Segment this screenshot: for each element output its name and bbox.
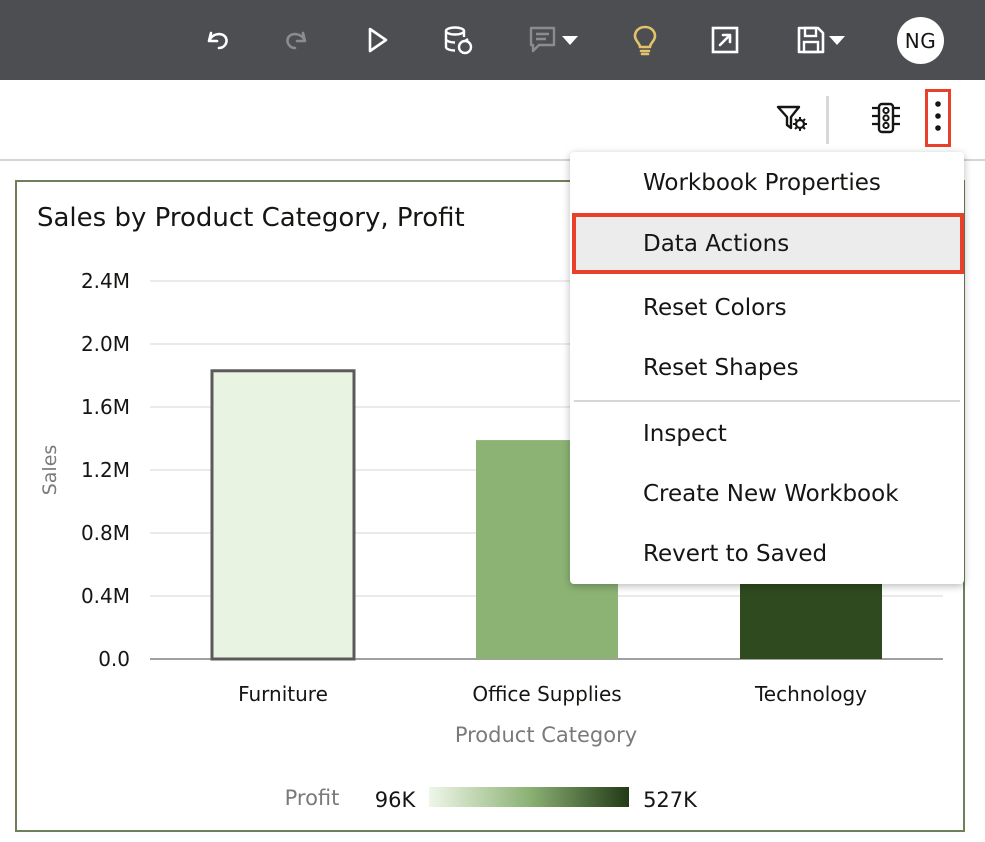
undo-icon bbox=[201, 24, 233, 56]
toolbar-divider bbox=[826, 96, 829, 144]
y-tick-label: 0.8M bbox=[81, 521, 130, 545]
menu-item-label: Data Actions bbox=[643, 230, 790, 257]
data-refresh-icon bbox=[441, 23, 475, 57]
lightbulb-icon bbox=[630, 23, 660, 57]
menu-item-data-actions[interactable]: Data Actions bbox=[572, 213, 964, 274]
y-tick-label: 1.2M bbox=[81, 458, 130, 482]
more-options-menu: Workbook Properties Data Actions Reset C… bbox=[570, 152, 964, 584]
comment-button[interactable] bbox=[518, 20, 588, 60]
menu-item-label: Reset Colors bbox=[643, 295, 787, 321]
insights-button[interactable] bbox=[624, 20, 666, 60]
redo-button[interactable] bbox=[276, 20, 318, 60]
filter-settings-icon bbox=[775, 101, 809, 139]
menu-item-label: Create New Workbook bbox=[643, 481, 899, 507]
visualization-title: Sales by Product Category, Profit bbox=[37, 203, 465, 233]
export-button[interactable] bbox=[704, 20, 746, 60]
undo-button[interactable] bbox=[196, 20, 238, 60]
conditional-formatting-button[interactable] bbox=[866, 100, 906, 140]
menu-item-label: Workbook Properties bbox=[643, 170, 881, 196]
x-tick-label: Office Supplies bbox=[472, 682, 621, 706]
legend-max-label: 527K bbox=[643, 788, 698, 812]
more-options-button[interactable] bbox=[925, 89, 951, 147]
menu-item-workbook-properties[interactable]: Workbook Properties bbox=[570, 155, 964, 211]
legend-gradient bbox=[429, 787, 629, 807]
refresh-data-button[interactable] bbox=[436, 20, 480, 60]
x-tick-label: Technology bbox=[754, 682, 867, 706]
bar-furniture[interactable] bbox=[210, 369, 356, 661]
legend-title: Profit bbox=[285, 786, 340, 810]
menu-item-revert-to-saved[interactable]: Revert to Saved bbox=[570, 526, 964, 582]
chevron-down-icon bbox=[560, 33, 580, 47]
y-tick-label: 1.6M bbox=[81, 395, 130, 419]
x-axis-label: Product Category bbox=[455, 723, 637, 747]
avatar[interactable]: NG bbox=[897, 17, 944, 64]
save-icon bbox=[795, 24, 827, 56]
y-tick-label: 2.0M bbox=[81, 332, 130, 356]
menu-separator bbox=[574, 400, 960, 402]
comment-icon bbox=[526, 23, 560, 57]
redo-icon bbox=[281, 24, 313, 56]
canvas-toolbar bbox=[0, 80, 985, 161]
y-tick-label: 0.0 bbox=[98, 647, 130, 671]
menu-item-create-new-workbook[interactable]: Create New Workbook bbox=[570, 466, 964, 522]
avatar-initials: NG bbox=[904, 28, 937, 53]
y-tick-label: 0.4M bbox=[81, 584, 130, 608]
menu-item-reset-shapes[interactable]: Reset Shapes bbox=[570, 340, 964, 396]
y-tick-label: 2.4M bbox=[81, 269, 130, 293]
traffic-light-icon bbox=[869, 101, 903, 139]
y-axis-label: Sales bbox=[39, 445, 61, 496]
menu-item-label: Inspect bbox=[643, 421, 727, 447]
menu-item-inspect[interactable]: Inspect bbox=[570, 406, 964, 462]
kebab-menu-icon bbox=[934, 98, 942, 138]
legend-min-label: 96K bbox=[375, 788, 417, 812]
menu-item-label: Reset Shapes bbox=[643, 355, 799, 381]
run-button[interactable] bbox=[356, 20, 398, 60]
save-button[interactable] bbox=[786, 20, 856, 60]
x-tick-label: Furniture bbox=[238, 682, 328, 706]
menu-item-reset-colors[interactable]: Reset Colors bbox=[570, 280, 964, 336]
top-toolbar: NG bbox=[0, 0, 985, 80]
filter-settings-button[interactable] bbox=[772, 100, 812, 140]
chevron-down-icon bbox=[827, 33, 847, 47]
export-icon bbox=[709, 24, 741, 56]
menu-item-label: Revert to Saved bbox=[643, 541, 828, 567]
play-icon bbox=[361, 24, 393, 56]
